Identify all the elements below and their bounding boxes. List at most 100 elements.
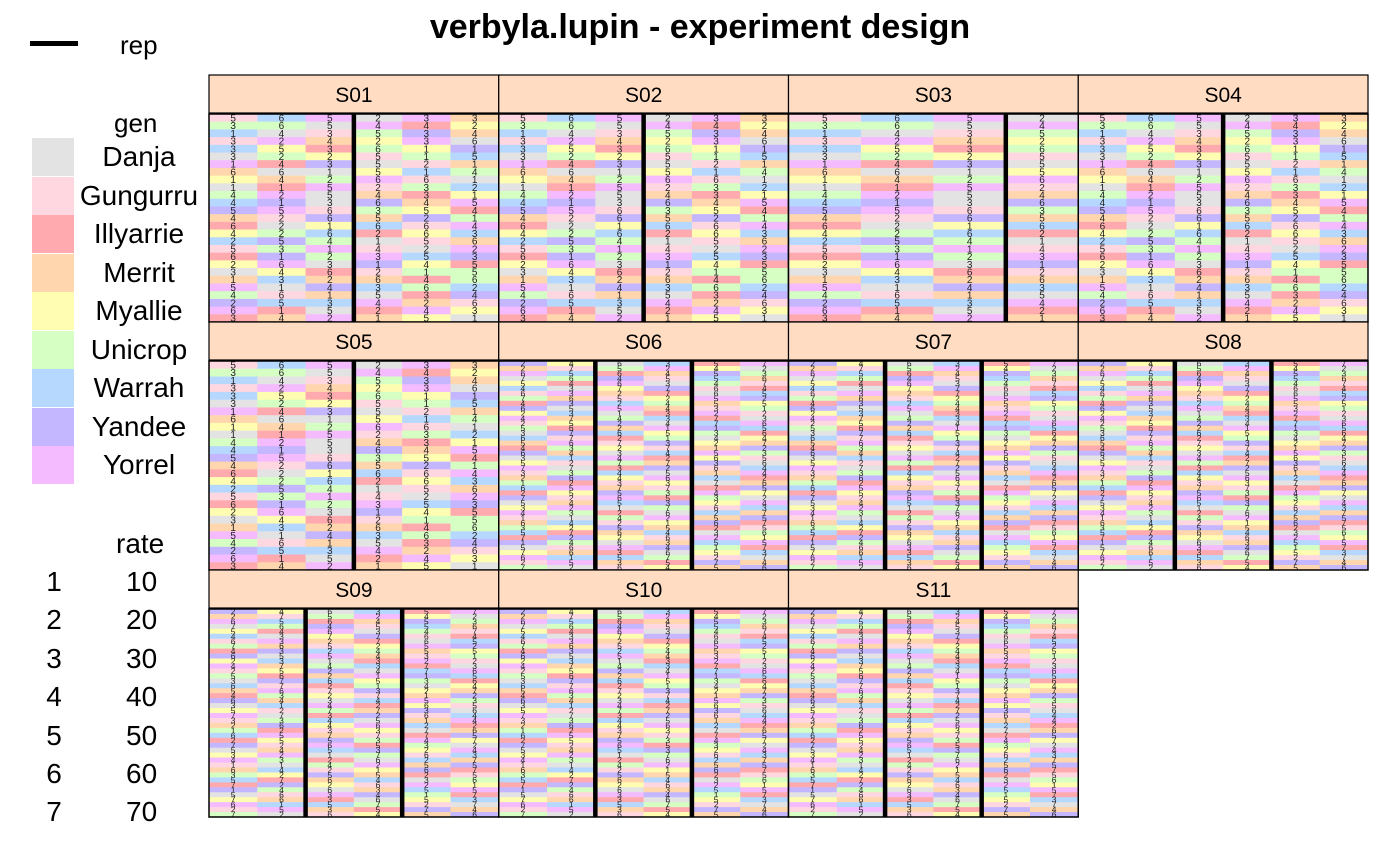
plot-cell	[1223, 114, 1272, 123]
plot-cell	[547, 465, 596, 471]
rate-label: 5	[762, 423, 767, 433]
rate-label: 1	[375, 484, 381, 495]
plot-cell	[353, 183, 403, 192]
rate-label: 1	[762, 144, 768, 155]
plot-cell	[547, 385, 596, 392]
rate-label: 5	[375, 129, 381, 140]
plot-cell	[740, 400, 789, 407]
rate-label: 1	[617, 408, 622, 418]
rate-legend-item: 1 10	[30, 566, 210, 604]
plot-cell	[257, 221, 306, 230]
rate-label: 3	[327, 260, 333, 271]
rate-label: 5	[617, 306, 623, 317]
plot-cell	[209, 492, 258, 501]
plot-cell	[643, 400, 693, 407]
rate-label: 4	[230, 198, 236, 209]
plot-cell	[643, 435, 693, 442]
rate-label: 4	[279, 129, 285, 140]
site-strip-label: S03	[915, 84, 952, 107]
rate-label: 2	[617, 252, 623, 263]
rate-label: 5	[894, 144, 900, 155]
rate-label: 3	[617, 463, 622, 473]
rate-label: 5	[762, 198, 768, 209]
plot-cell	[547, 283, 596, 292]
plot-cell	[1078, 144, 1127, 153]
rate-label: 2	[521, 364, 526, 374]
rate-label: 3	[1293, 291, 1299, 302]
rate-label: 2	[279, 214, 285, 225]
plot-cell	[257, 291, 306, 300]
rate-label: 5	[568, 298, 574, 309]
rate-label: 4	[1148, 314, 1154, 325]
plot-cell	[547, 191, 596, 200]
plot-cell	[595, 306, 645, 315]
plot-cell	[547, 314, 596, 323]
rate-label: 1	[967, 291, 973, 302]
plot-cell	[643, 365, 693, 372]
rate-label: 6	[1039, 198, 1045, 209]
rate-label: 6	[424, 469, 430, 480]
rate-label: 4	[230, 539, 236, 550]
rate-label: 4	[1245, 563, 1250, 573]
plot-cell	[547, 390, 596, 397]
rate-label: 5	[520, 113, 526, 124]
rate-label: 2	[472, 244, 478, 255]
plot-cell	[498, 291, 548, 300]
rate-label: 4	[375, 546, 381, 557]
rate-label: 6	[472, 275, 478, 286]
rate-label: 6	[424, 283, 430, 294]
rate-label: 2	[424, 546, 430, 557]
plot-cell	[353, 430, 403, 439]
plot-cell	[691, 191, 741, 200]
plot-cell	[1078, 229, 1127, 238]
rate-label: 3	[327, 546, 333, 557]
rate-label: 4	[521, 398, 526, 408]
rate-label: 2	[1039, 229, 1045, 240]
rate-label: 4	[327, 283, 333, 294]
rate-label: 2	[521, 359, 526, 369]
rate-label: 5	[230, 531, 236, 542]
rate-label: 4	[1293, 275, 1299, 286]
rate-label: 3	[1196, 160, 1202, 171]
rate-label: 3	[822, 121, 828, 132]
plot-cell	[498, 365, 548, 372]
rate-label: 3	[1341, 229, 1347, 240]
rate-label: 4	[472, 291, 478, 302]
rate-label: 3	[1100, 121, 1106, 132]
rate-label: 5	[472, 268, 478, 279]
plot-cell	[209, 539, 258, 548]
rate-label: 1	[568, 283, 574, 294]
plot-cell	[353, 206, 403, 215]
rate-label: 7	[762, 359, 767, 369]
rate-label: 4	[1039, 298, 1045, 309]
rate-label: 2	[327, 152, 333, 163]
plot-cell	[740, 144, 789, 153]
plot-cell	[257, 376, 306, 385]
rate-label: 1	[1196, 291, 1202, 302]
plot-cell	[1223, 306, 1272, 315]
plot-cell	[691, 214, 741, 223]
plot-cell	[788, 137, 862, 146]
rate-label: 6	[1341, 563, 1346, 573]
rate-label: 5	[665, 214, 671, 225]
plot-cell	[595, 206, 645, 215]
plot-cell	[1126, 214, 1176, 223]
plot-cell	[1174, 268, 1224, 277]
rate-label: 5	[617, 183, 623, 194]
rate-label: 3	[1293, 113, 1299, 124]
gen-legend-item: Merrit	[30, 253, 210, 293]
rate-label: 2	[230, 546, 236, 557]
plot-cell	[402, 415, 451, 424]
plot-cell	[1126, 183, 1176, 192]
rate-label: 5	[822, 283, 828, 294]
rate-label: 2	[1148, 137, 1154, 148]
plot-cell	[353, 152, 403, 161]
gen-legend-item: Warrah	[30, 369, 210, 408]
rate-label: 2	[894, 152, 900, 163]
rate-label: 2	[568, 137, 574, 148]
plot-cell	[933, 221, 1007, 230]
plot-cell	[1223, 221, 1272, 230]
rate-label: 4	[1244, 298, 1250, 309]
plot-cell	[498, 400, 548, 407]
plot-cell	[353, 191, 403, 200]
